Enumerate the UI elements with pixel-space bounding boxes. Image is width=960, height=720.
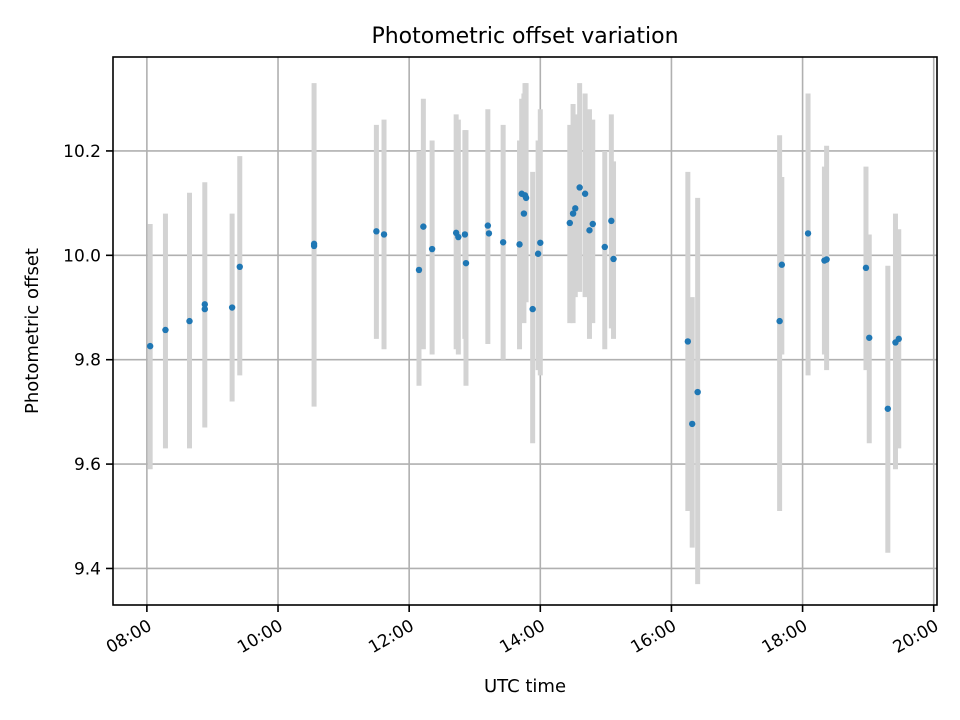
data-point xyxy=(461,231,469,238)
data-point xyxy=(778,261,786,268)
data-point xyxy=(529,305,536,313)
data-point xyxy=(569,210,577,217)
data-point xyxy=(228,304,236,311)
error-bars xyxy=(147,83,902,585)
plot-frame xyxy=(112,56,938,606)
data-point xyxy=(201,301,208,308)
y-tick-labels: 9.4 9.6 9.8 10.0 10.2 xyxy=(63,142,101,580)
data-point xyxy=(484,222,492,229)
data-point xyxy=(537,239,544,246)
data-point xyxy=(866,334,873,341)
data-point xyxy=(186,317,193,325)
data-point xyxy=(310,240,318,248)
data-point xyxy=(610,255,617,263)
data-point xyxy=(586,227,593,234)
y-tick-label: 9.8 xyxy=(74,351,101,371)
data-point xyxy=(534,250,542,257)
x-tick-labels: 08:00 10:00 12:00 14:00 16:00 18:00 20:00 xyxy=(103,616,942,658)
data-point xyxy=(485,230,493,237)
data-point xyxy=(862,264,870,272)
x-tick-label: 20:00 xyxy=(890,616,942,658)
data-point xyxy=(823,256,830,263)
data-point xyxy=(884,405,892,412)
data-point xyxy=(804,230,812,237)
y-axis-label: Photometric offset xyxy=(22,248,43,414)
data-point xyxy=(428,245,436,253)
data-point xyxy=(572,205,579,212)
data-point xyxy=(520,210,528,217)
data-point xyxy=(455,233,462,241)
data-point xyxy=(462,259,470,267)
x-tick-label: 18:00 xyxy=(759,616,811,658)
data-point xyxy=(689,420,696,428)
data-point xyxy=(566,219,574,227)
x-axis-label: UTC time xyxy=(484,676,566,697)
y-tick-label: 10.2 xyxy=(63,142,101,162)
data-point xyxy=(162,326,169,334)
y-tick-label: 10.0 xyxy=(63,246,101,266)
data-point xyxy=(522,194,530,202)
data-point xyxy=(499,239,507,246)
x-tick-label: 10:00 xyxy=(234,616,286,658)
data-point xyxy=(776,317,783,325)
data-point xyxy=(146,342,154,350)
y-tick-label: 9.4 xyxy=(74,559,101,579)
x-tick-label: 14:00 xyxy=(496,616,548,658)
data-point xyxy=(589,220,596,228)
axis-ticks xyxy=(106,150,935,612)
data-point xyxy=(895,335,902,343)
x-tick-label: 08:00 xyxy=(103,616,155,658)
data-point xyxy=(415,266,423,274)
data-point xyxy=(601,243,608,251)
data-point xyxy=(380,231,388,238)
data-point xyxy=(608,217,615,225)
data-point xyxy=(201,305,208,313)
y-tick-label: 9.6 xyxy=(74,455,101,475)
x-tick-label: 16:00 xyxy=(628,616,680,658)
data-point xyxy=(420,223,427,230)
data-point xyxy=(236,263,243,271)
data-point xyxy=(694,388,701,396)
data-points xyxy=(146,184,902,428)
data-point xyxy=(684,338,692,345)
data-point xyxy=(576,184,583,191)
data-point xyxy=(516,241,523,248)
data-point xyxy=(373,228,380,235)
x-tick-label: 12:00 xyxy=(365,616,417,658)
data-point xyxy=(581,190,589,197)
chart-title: Photometric offset variation xyxy=(371,24,678,49)
